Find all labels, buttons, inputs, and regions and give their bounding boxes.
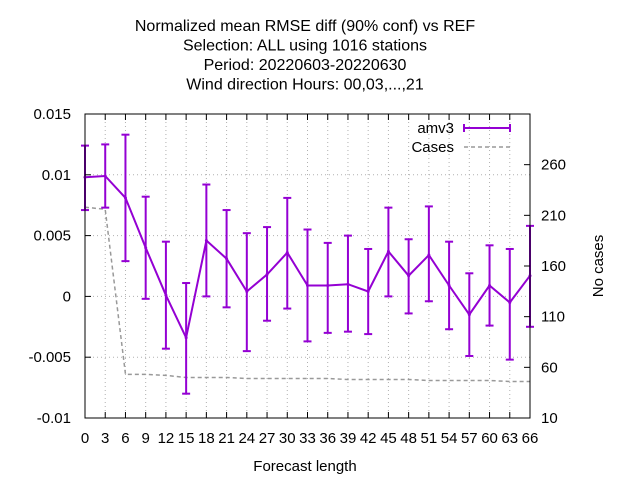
y2-tick-label: 110 (541, 309, 565, 326)
cases-line (84, 206, 530, 383)
amv3-point (103, 174, 107, 178)
x-tick-label: 18 (198, 430, 215, 447)
x-tick-label: 51 (421, 430, 438, 447)
y-tick-label: 0.005 (33, 228, 71, 245)
amv3-errorbar (505, 247, 514, 361)
y2-tick-label: 160 (541, 258, 566, 275)
x-tick-label: 54 (441, 430, 458, 447)
x-tick-label: 42 (360, 430, 377, 447)
axis-ticks: -0.01-0.00500.0050.010.01510601101602102… (28, 106, 566, 447)
x-tick-label: 0 (81, 430, 89, 447)
amv3-point (123, 196, 127, 200)
y-tick-label: -0.005 (28, 349, 71, 366)
x-tick-label: 24 (238, 430, 255, 447)
x-tick-label: 6 (121, 430, 129, 447)
title-line: Selection: ALL using 1016 stations (183, 38, 427, 55)
y-tick-label: 0.015 (33, 106, 71, 123)
y2-tick-label: 210 (541, 207, 566, 224)
amv3-point (225, 257, 229, 261)
title-line: Period: 20220603-20220630 (204, 57, 407, 74)
amv3-point (144, 246, 148, 250)
y-tick-label: -0.01 (37, 410, 71, 427)
x-tick-label: 45 (380, 430, 397, 447)
x-tick-label: 36 (319, 430, 336, 447)
x-tick-label: 33 (299, 430, 316, 447)
x-tick-label: 9 (142, 430, 150, 447)
amv3-point (204, 238, 208, 242)
y2-axis-label: No cases (590, 235, 607, 298)
y2-tick-label: 10 (541, 410, 558, 427)
cases-series (84, 206, 530, 383)
title-line: Normalized mean RMSE diff (90% conf) vs … (135, 18, 475, 35)
x-tick-label: 48 (400, 430, 417, 447)
legend-label-amv3: amv3 (417, 120, 454, 137)
amv3-point (285, 251, 289, 255)
x-tick-label: 12 (158, 430, 175, 447)
x-tick-label: 66 (522, 430, 539, 447)
x-tick-label: 30 (279, 430, 296, 447)
legend-label-cases: Cases (411, 139, 454, 156)
y2-tick-label: 260 (541, 157, 566, 174)
x-tick-label: 15 (178, 430, 195, 447)
y2-tick-label: 60 (541, 359, 558, 376)
amv3-point (488, 283, 492, 287)
chart-title: Normalized mean RMSE diff (90% conf) vs … (135, 18, 475, 94)
amv3-point (164, 293, 168, 297)
amv3-point (245, 290, 249, 294)
x-tick-label: 39 (340, 430, 357, 447)
x-tick-label: 60 (481, 430, 498, 447)
amv3-point (407, 274, 411, 278)
amv3-point (427, 253, 431, 257)
amv3-point (508, 300, 512, 304)
y-tick-label: 0 (63, 288, 71, 305)
x-tick-label: 63 (501, 430, 518, 447)
title-line: Wind direction Hours: 00,03,...,21 (186, 77, 424, 94)
amv3-point (447, 283, 451, 287)
amv3-point (467, 313, 471, 317)
amv3-point (326, 283, 330, 287)
amv3-point (366, 290, 370, 294)
x-tick-label: 21 (218, 430, 235, 447)
x-tick-label: 57 (461, 430, 478, 447)
x-axis-label: Forecast length (253, 458, 356, 475)
amv3-errorbar (323, 241, 332, 334)
y-tick-label: 0.01 (42, 167, 71, 184)
x-tick-label: 27 (259, 430, 276, 447)
amv3-point (265, 273, 269, 277)
amv3-point (184, 336, 188, 340)
amv3-point (386, 249, 390, 253)
amv3-point (346, 282, 350, 286)
amv3-point (306, 283, 309, 287)
legend: amv3 Cases (411, 120, 511, 156)
x-tick-label: 3 (101, 430, 109, 447)
